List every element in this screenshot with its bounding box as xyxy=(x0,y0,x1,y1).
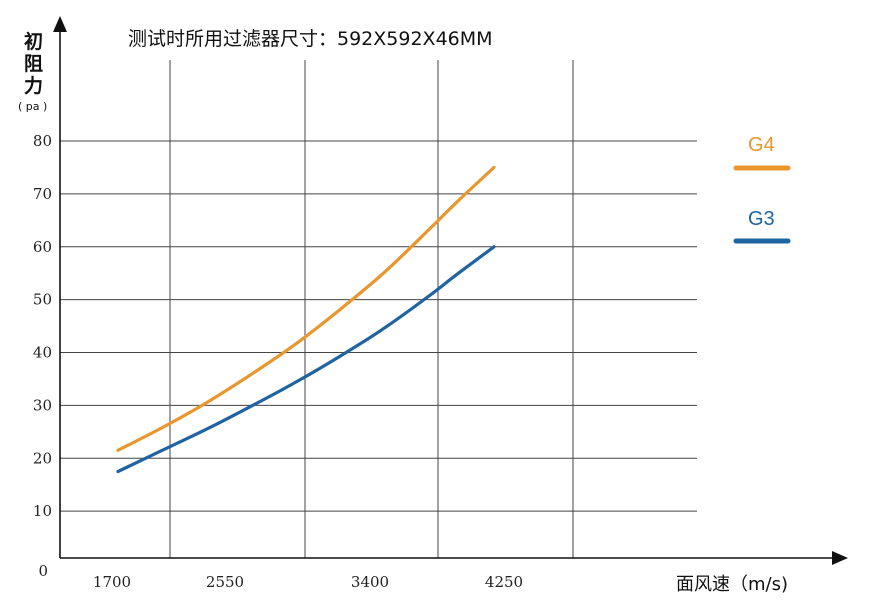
x-tick-label: 3400 xyxy=(351,573,389,591)
x-axis-label: 面风速（m/s) xyxy=(676,574,788,595)
horizontal-gridlines xyxy=(60,140,697,512)
legend-label-g4: G4 xyxy=(748,134,775,156)
chart-title: 测试时所用过滤器尺寸：592X592X46MM xyxy=(128,28,493,50)
y-tick-label: 10 xyxy=(33,502,52,520)
y-tick-label: 70 xyxy=(33,185,52,203)
y-tick-label: 30 xyxy=(33,396,52,414)
y-axis-label-char-1: 初 xyxy=(24,30,43,53)
y-axis-arrow-icon xyxy=(53,16,67,32)
y-tick-labels: 0 10 20 30 40 50 60 70 80 xyxy=(33,132,52,580)
y-axis-label-char-2: 阻 xyxy=(24,53,43,75)
y-tick-label: 0 xyxy=(38,562,48,580)
y-tick-label: 50 xyxy=(33,291,52,309)
legend: G4 G3 xyxy=(733,134,791,244)
series-line-g4 xyxy=(116,165,496,452)
y-axis-unit: ( pa ) xyxy=(18,100,47,113)
y-axis-label-char-3: 力 xyxy=(24,74,43,97)
x-tick-labels: 1700 2550 3400 4250 xyxy=(93,573,523,591)
y-tick-label: 20 xyxy=(33,449,52,467)
series-line-g3 xyxy=(116,245,496,474)
y-tick-label: 80 xyxy=(33,132,52,150)
legend-label-g3: G3 xyxy=(748,208,775,230)
x-tick-label: 1700 xyxy=(93,573,131,591)
y-tick-label: 40 xyxy=(33,344,52,362)
y-tick-label: 60 xyxy=(33,238,52,256)
vertical-gridlines xyxy=(169,60,574,558)
x-axis-arrow-icon xyxy=(832,551,848,565)
x-tick-label: 2550 xyxy=(206,573,244,591)
series-lines xyxy=(116,165,496,474)
x-tick-label: 4250 xyxy=(485,573,523,591)
